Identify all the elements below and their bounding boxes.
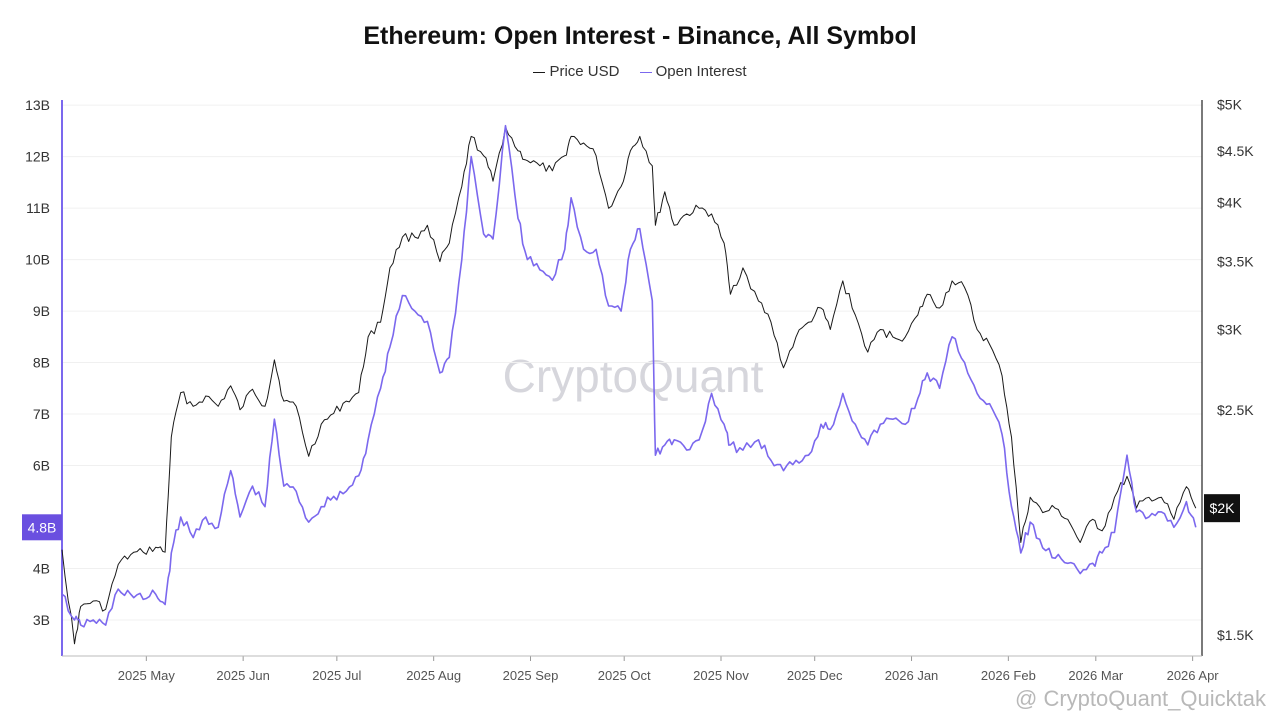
x-tick-label: 2025 Nov xyxy=(693,668,749,683)
left-tick-label: 9B xyxy=(33,303,50,319)
legend-swatch-price xyxy=(533,71,546,73)
legend-item-price[interactable]: Price USD xyxy=(533,63,619,80)
right-tick-label: $4K xyxy=(1217,195,1243,211)
right-current-badge xyxy=(1204,494,1240,523)
x-tick-label: 2025 Jun xyxy=(216,668,270,683)
series-line-price-usd xyxy=(61,126,1197,645)
left-tick-label: 8B xyxy=(33,355,50,371)
x-tick-label: 2025 Oct xyxy=(598,668,651,683)
grid xyxy=(62,104,1202,621)
right-tick-label: $1.5K xyxy=(1217,627,1254,643)
series-line-open-interest xyxy=(61,124,1197,628)
x-tick-label: 2025 Sep xyxy=(503,668,559,683)
legend: Price USD Open Interest xyxy=(0,63,1280,80)
axes: 3B 4B 6B 7B 8B 9B 10B 11B 12B 13B $1.5K $2.5K $3K $3.… xyxy=(25,96,1254,683)
watermark: CryptoQuant xyxy=(503,350,764,402)
x-tick-label: 2025 Jul xyxy=(312,668,361,683)
current-value-markers: 4.8B $2K xyxy=(22,494,1240,541)
left-current-badge xyxy=(22,514,62,541)
left-current-label: 4.8B xyxy=(28,519,57,535)
x-tick-label: 2026 Feb xyxy=(981,668,1036,683)
x-tick-label: 2025 Aug xyxy=(406,668,461,683)
left-tick-label: 4B xyxy=(33,560,50,576)
footer-brand: @ CryptoQuant_Quicktak xyxy=(1015,686,1266,711)
left-tick-label: 3B xyxy=(33,612,50,628)
right-tick-label: $4.5K xyxy=(1217,143,1254,159)
right-current-label: $2K xyxy=(1210,500,1236,516)
x-tick-label: 2025 Dec xyxy=(787,668,843,683)
left-tick-label: 6B xyxy=(33,458,50,474)
right-tick-label: $5K xyxy=(1217,96,1243,112)
legend-swatch-open-interest xyxy=(639,71,652,73)
legend-label-price: Price USD xyxy=(549,63,620,80)
legend-label-open-interest: Open Interest xyxy=(655,63,747,80)
right-tick-label: $3.5K xyxy=(1217,254,1254,270)
left-tick-label: 13B xyxy=(25,97,50,113)
right-tick-label: $2.5K xyxy=(1217,402,1254,418)
left-tick-label: 7B xyxy=(33,406,50,422)
x-tick-label: 2025 May xyxy=(118,668,176,683)
x-tick-label: 2026 Mar xyxy=(1068,668,1124,683)
chart-title: Ethereum: Open Interest - Binance, All S… xyxy=(363,22,917,50)
legend-item-open-interest[interactable]: Open Interest xyxy=(639,63,747,80)
series-layer xyxy=(61,124,1197,645)
x-tick-label: 2026 Apr xyxy=(1167,668,1220,683)
x-tick-label: 2026 Jan xyxy=(885,668,939,683)
left-tick-label: 10B xyxy=(25,252,50,268)
right-tick-label: $3K xyxy=(1217,321,1243,337)
left-tick-label: 12B xyxy=(25,149,50,165)
left-tick-label: 11B xyxy=(26,200,50,216)
